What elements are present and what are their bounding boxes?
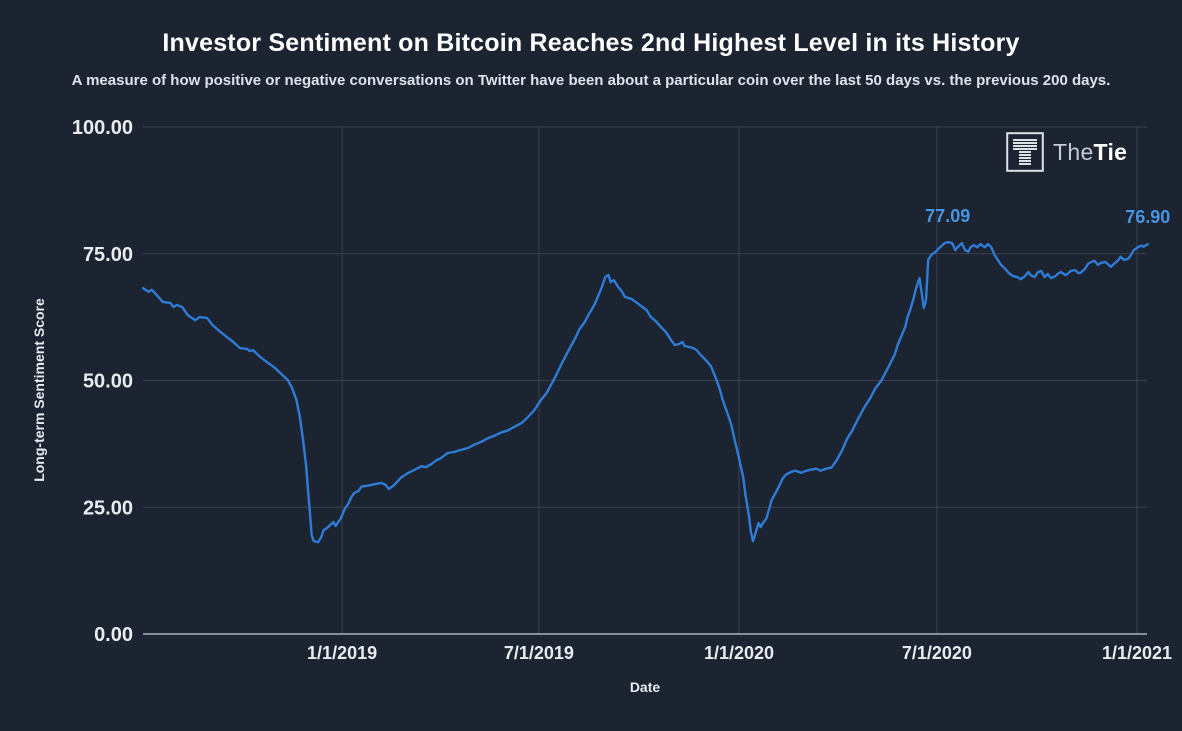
x-tick-label: 7/1/2019: [504, 643, 574, 663]
x-tick-label: 1/1/2020: [704, 643, 774, 663]
page-subtitle: A measure of how positive or negative co…: [71, 72, 1111, 89]
thetie-logo: TheTie: [1006, 132, 1127, 172]
y-tick-label: 100.00: [72, 117, 133, 139]
y-tick-label: 50.00: [83, 371, 133, 393]
y-tick-label: 75.00: [83, 244, 133, 266]
x-tick-label: 1/1/2021: [1102, 643, 1172, 663]
sentiment-line: [141, 240, 1150, 544]
logo-tie-label: Tie: [1093, 138, 1128, 165]
x-tick-label: 1/1/2019: [307, 643, 377, 663]
x-axis-title: Date: [629, 679, 661, 695]
annotation-label: 77.09: [925, 206, 970, 226]
y-tick-label: 0.00: [94, 624, 133, 646]
x-tick-label: 7/1/2020: [902, 643, 972, 663]
logo-the-label: The: [1053, 138, 1094, 165]
y-tick-label: 25.00: [83, 497, 133, 519]
thetie-logo-icon: [1006, 132, 1044, 172]
page-title: Investor Sentiment on Bitcoin Reaches 2n…: [162, 29, 1020, 57]
thetie-logo-text: TheTie: [1053, 139, 1127, 166]
annotation-label: 76.90: [1125, 207, 1170, 227]
